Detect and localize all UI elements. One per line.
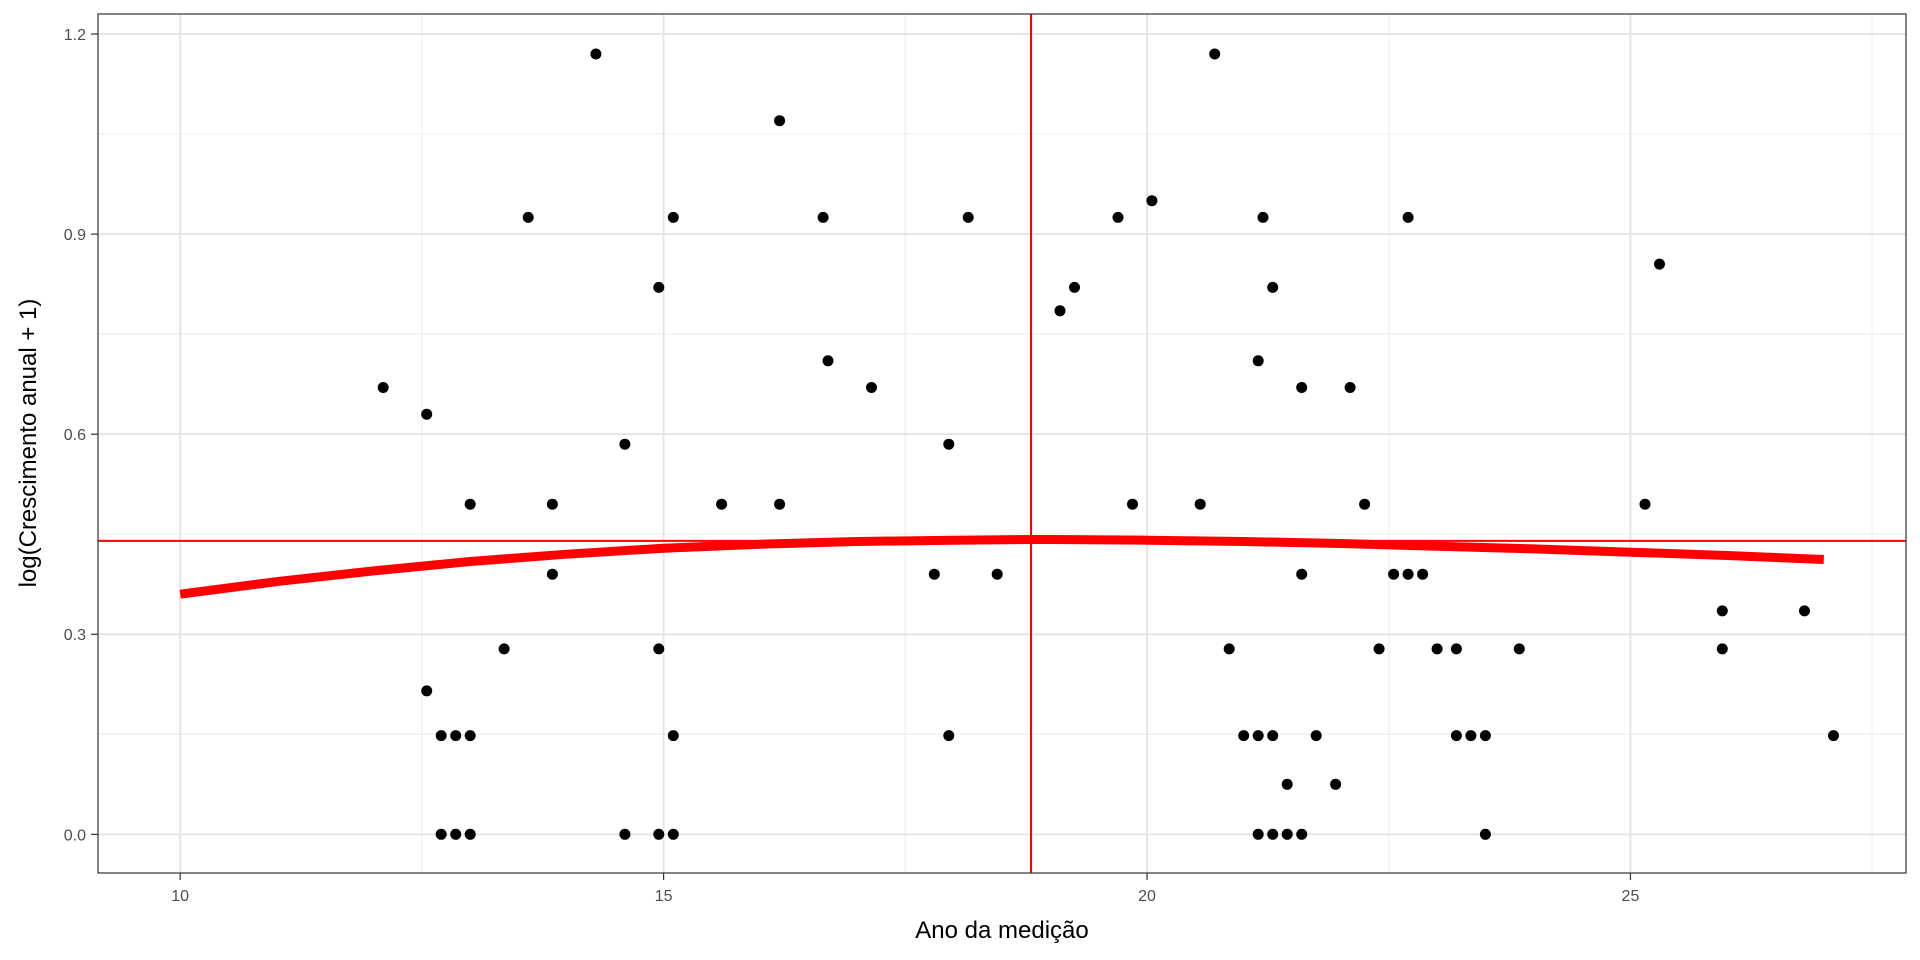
data-point xyxy=(1252,730,1264,742)
y-tick-label: 0.6 xyxy=(64,427,86,444)
data-point xyxy=(774,115,786,127)
data-point xyxy=(1223,643,1235,655)
data-point xyxy=(1127,498,1138,510)
y-axis-title: log(Crescimento anual + 1) xyxy=(15,299,42,588)
data-point xyxy=(450,730,462,742)
major-grid xyxy=(98,14,1906,873)
data-point xyxy=(962,211,974,223)
data-point xyxy=(653,828,665,840)
data-point xyxy=(421,685,433,697)
data-point xyxy=(774,498,786,510)
data-point xyxy=(1344,382,1356,393)
data-point xyxy=(1238,730,1250,742)
data-point xyxy=(522,211,534,223)
data-point xyxy=(546,568,558,580)
data-point xyxy=(653,281,665,293)
data-point xyxy=(1069,281,1080,293)
data-point xyxy=(435,828,447,840)
data-point xyxy=(1252,828,1264,840)
data-point xyxy=(1194,498,1206,510)
data-point xyxy=(1828,730,1839,742)
y-tick-label: 0.3 xyxy=(64,627,86,644)
data-point xyxy=(450,828,462,840)
data-point xyxy=(1296,828,1308,840)
data-point xyxy=(1431,643,1443,655)
data-point xyxy=(435,730,447,742)
data-point xyxy=(464,498,476,510)
data-point xyxy=(377,382,389,393)
data-point xyxy=(1402,568,1414,580)
data-point xyxy=(667,211,679,223)
data-point xyxy=(1252,355,1264,367)
panel-background xyxy=(98,14,1906,873)
x-tick-label: 10 xyxy=(171,888,189,905)
data-point xyxy=(1267,730,1279,742)
data-point xyxy=(1479,730,1491,742)
data-point xyxy=(1450,643,1462,655)
data-point xyxy=(1417,568,1429,580)
data-point xyxy=(1281,828,1293,840)
data-point xyxy=(1112,211,1124,223)
data-point xyxy=(943,730,955,742)
y-tick-label: 0.9 xyxy=(64,227,86,244)
data-point xyxy=(464,828,476,840)
x-tick-label: 15 xyxy=(655,888,673,905)
data-point xyxy=(817,211,829,223)
data-point xyxy=(943,438,955,450)
data-point xyxy=(653,643,665,655)
data-point xyxy=(1479,828,1491,840)
data-point xyxy=(1402,211,1414,223)
x-tick-label: 25 xyxy=(1622,888,1640,905)
data-point xyxy=(498,643,510,655)
data-point xyxy=(991,568,1003,580)
data-point xyxy=(1267,281,1279,293)
data-point xyxy=(822,355,834,367)
data-point xyxy=(1296,382,1308,393)
data-point xyxy=(546,498,558,510)
data-point xyxy=(619,438,631,450)
y-tick-label: 1.2 xyxy=(64,27,86,44)
data-point xyxy=(464,730,476,742)
data-point xyxy=(1716,643,1728,655)
y-tick-label: 0.0 xyxy=(64,827,86,844)
data-point xyxy=(1654,258,1665,270)
data-point xyxy=(1310,730,1322,742)
data-point xyxy=(590,48,602,60)
data-point xyxy=(1359,498,1371,510)
data-point xyxy=(1716,605,1728,617)
data-point xyxy=(1267,828,1279,840)
data-point xyxy=(619,828,631,840)
data-point xyxy=(1281,778,1293,790)
data-point xyxy=(667,828,679,840)
minor-grid xyxy=(98,14,1906,873)
data-point xyxy=(1465,730,1477,742)
data-point xyxy=(1388,568,1400,580)
data-point xyxy=(1799,605,1810,617)
data-point xyxy=(1450,730,1462,742)
data-points xyxy=(377,48,1839,840)
reference-lines xyxy=(98,14,1906,873)
panel-border xyxy=(97,13,1907,874)
data-point xyxy=(1639,498,1651,510)
data-point xyxy=(1054,305,1066,317)
data-point xyxy=(928,568,940,580)
data-point xyxy=(866,382,877,393)
data-point xyxy=(1373,643,1385,655)
data-point xyxy=(1209,48,1221,60)
data-point xyxy=(1296,568,1308,580)
data-point xyxy=(1257,211,1269,223)
x-axis-ticks: 10 15 20 25 xyxy=(171,873,1639,905)
data-point xyxy=(1330,778,1342,790)
data-point xyxy=(1146,195,1158,207)
data-point xyxy=(716,498,728,510)
x-tick-label: 20 xyxy=(1138,888,1156,905)
x-axis-title: Ano da medição xyxy=(915,917,1088,944)
y-axis-ticks: 0.0 0.3 0.6 0.9 1.2 xyxy=(64,27,98,844)
data-point xyxy=(1513,643,1525,655)
data-point xyxy=(667,730,679,742)
data-point xyxy=(421,408,433,420)
